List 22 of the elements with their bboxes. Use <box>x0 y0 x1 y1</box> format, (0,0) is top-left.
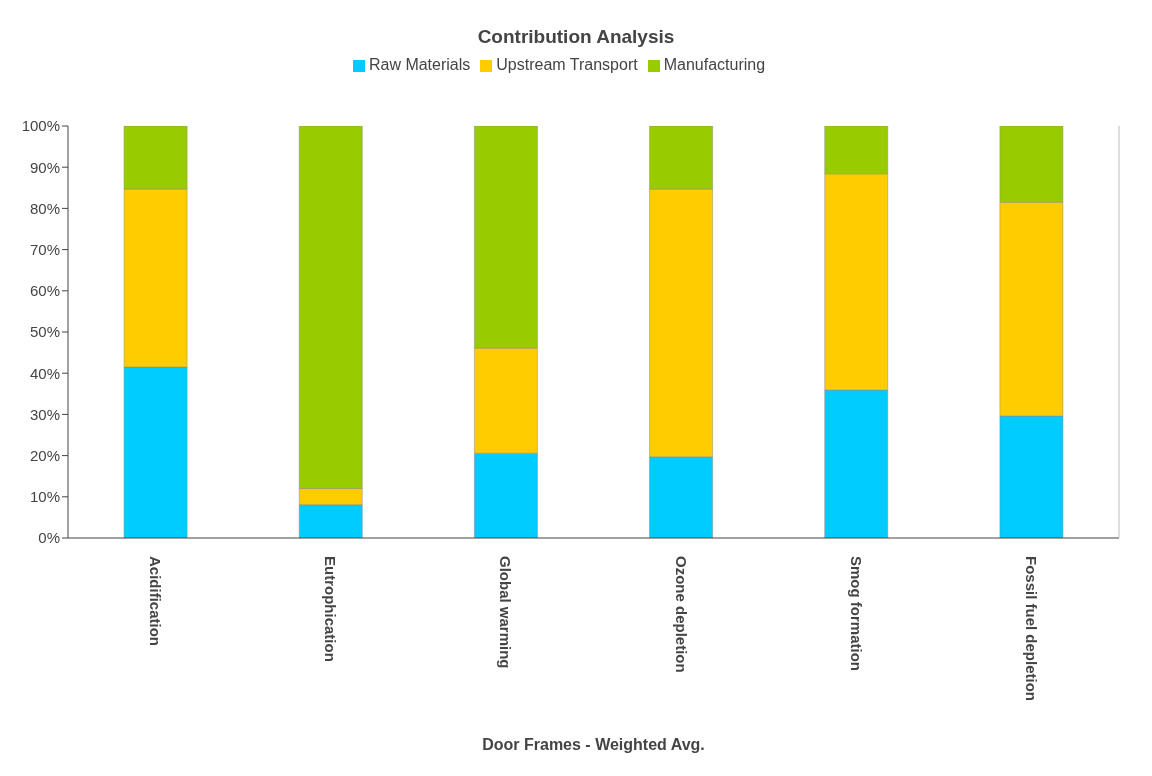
x-tick-label: Smog formation <box>847 556 865 671</box>
x-axis-title: Door Frames - Weighted Avg. <box>482 736 705 753</box>
chart-title: Contribution Analysis <box>476 25 676 49</box>
y-tick-label: 20% <box>29 446 60 464</box>
y-tick-label: 60% <box>29 282 60 300</box>
y-tick-label: 40% <box>29 364 60 382</box>
y-tick-label: 0% <box>38 529 60 547</box>
x-tick-label: Fossil fuel depletion <box>1022 556 1040 702</box>
x-tick-label: Ozone depletion <box>672 556 690 673</box>
y-tick-label: 50% <box>29 323 60 341</box>
y-tick-label: 30% <box>29 405 60 423</box>
legend-label: Manufacturing <box>663 56 766 73</box>
y-tick-label: 90% <box>29 158 60 176</box>
y-tick-label: 10% <box>29 488 60 506</box>
y-tick-label: 70% <box>29 240 60 258</box>
legend-label: Upstream Transport <box>496 56 638 73</box>
x-tick-label: Eutrophication <box>322 556 340 662</box>
y-tick-label: 100% <box>21 117 60 135</box>
x-tick-label: Acidification <box>147 556 165 647</box>
x-tick-label: Global warming <box>497 556 515 669</box>
y-tick-label: 80% <box>29 199 60 217</box>
legend-label: Raw Materials <box>368 56 471 73</box>
